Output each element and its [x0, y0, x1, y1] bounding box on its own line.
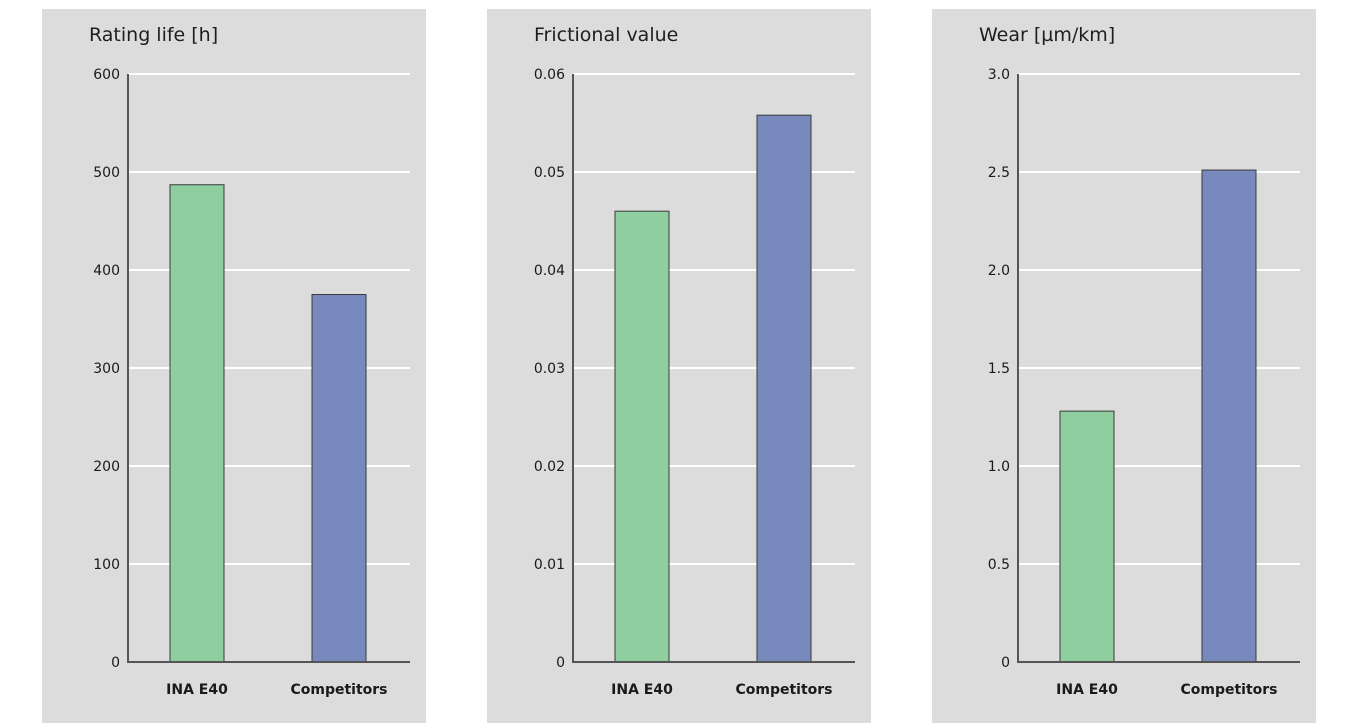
y-tick-label: 200 — [93, 459, 120, 475]
y-tick-label: 100 — [93, 557, 120, 573]
x-category-label: INA E40 — [611, 682, 673, 698]
chart-title: Wear [µm/km] — [979, 24, 1116, 46]
chart-title: Rating life [h] — [89, 24, 219, 46]
y-tick-label: 500 — [93, 165, 120, 181]
y-tick-label: 0 — [111, 655, 120, 671]
y-tick-label: 0.05 — [534, 165, 565, 181]
y-tick-label: 300 — [93, 361, 120, 377]
y-tick-label: 0.06 — [534, 67, 565, 83]
y-tick-label: 2.5 — [988, 165, 1010, 181]
y-tick-label: 1.0 — [988, 459, 1010, 475]
chart-panel-wear: Wear [µm/km] 0 0.5 1.0 1.5 2.0 2.5 3.0 INA E40 C… — [932, 9, 1316, 723]
y-tick-label: 0.03 — [534, 361, 565, 377]
x-category-label: INA E40 — [1056, 682, 1118, 698]
axis-lines — [127, 74, 410, 663]
axis-lines — [572, 74, 855, 663]
bar-competitors — [1201, 169, 1257, 663]
bar-ina-e40 — [1059, 410, 1115, 663]
y-tick-label: 600 — [93, 67, 120, 83]
x-category-label: Competitors — [735, 682, 832, 698]
chart-title: Frictional value — [534, 24, 679, 46]
x-category-label: Competitors — [1180, 682, 1277, 698]
y-tick-label: 3.0 — [988, 67, 1010, 83]
y-tick-label: 0 — [1001, 655, 1010, 671]
y-tick-label: 2.0 — [988, 263, 1010, 279]
y-tick-label: 0.02 — [534, 459, 565, 475]
bar-chart-rating-life: 0 100 200 300 400 500 600 INA E40 Competitors — [93, 67, 410, 698]
y-tick-label: 0.01 — [534, 557, 565, 573]
bar-ina-e40 — [169, 184, 225, 663]
bar-ina-e40 — [614, 210, 670, 663]
bar-chart-frictional-value: 0 0.01 0.02 0.03 0.04 0.05 0.06 INA E40 Competit… — [534, 67, 855, 698]
bar-chart-wear: 0 0.5 1.0 1.5 2.0 2.5 3.0 INA E40 Competitors — [988, 67, 1300, 698]
y-tick-label: 400 — [93, 263, 120, 279]
y-tick-label: 1.5 — [988, 361, 1010, 377]
bar-competitors — [311, 294, 367, 663]
x-category-label: Competitors — [290, 682, 387, 698]
y-tick-label: 0 — [556, 655, 565, 671]
y-tick-label: 0.04 — [534, 263, 565, 279]
x-category-label: INA E40 — [166, 682, 228, 698]
bar-competitors — [756, 114, 812, 663]
y-tick-label: 0.5 — [988, 557, 1010, 573]
chart-panel-rating-life: Rating life [h] 0 100 200 300 400 500 600 INA E… — [42, 9, 426, 723]
axis-lines — [1017, 74, 1300, 663]
chart-panel-frictional-value: Frictional value 0 0.01 0.02 0.03 0.04 0.05 0.… — [487, 9, 871, 723]
